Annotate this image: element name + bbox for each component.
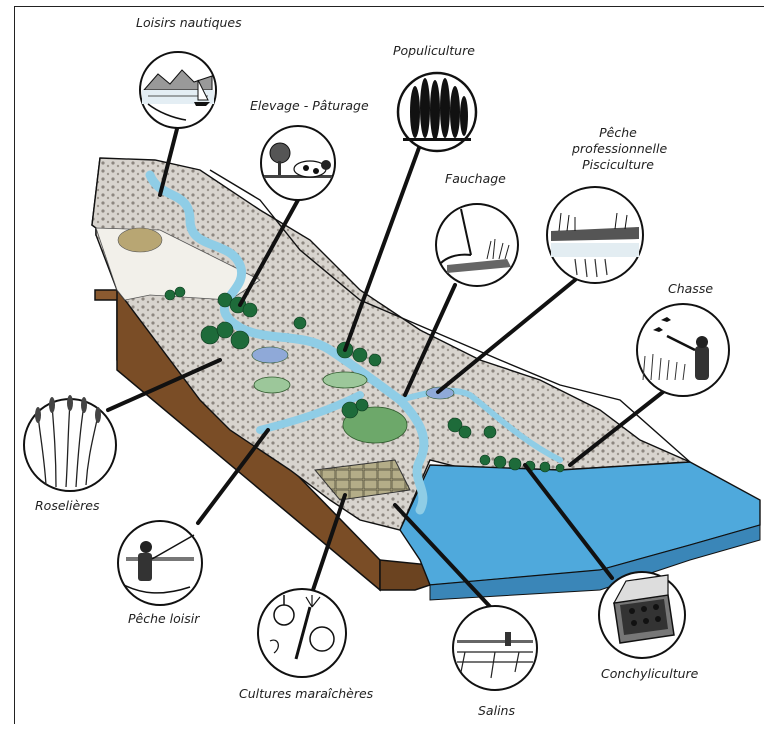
forest-clusters (164, 286, 565, 473)
poplar-trees-icon (396, 71, 478, 153)
river-channel (256, 391, 364, 434)
label-peche-loisir: Pêche loisir (128, 611, 200, 626)
vegetables-icon (257, 588, 347, 678)
label-cultures-maraicheres: Cultures maraîchères (239, 686, 374, 701)
meadow-2 (342, 406, 408, 444)
hunter-ducks-icon (636, 303, 730, 397)
label-fauchage: Fauchage (445, 171, 506, 186)
label-conchyliculture: Conchyliculture (601, 666, 699, 681)
label-chasse: Chasse (668, 281, 714, 296)
pond-1 (251, 346, 289, 364)
label-loisirs-nautiques: Loisirs nautiques (136, 15, 242, 30)
label-roselieres: Roselières (35, 498, 100, 513)
ridge-line (209, 169, 691, 463)
sea-edge (429, 524, 761, 601)
fish-pond-icon (546, 186, 644, 284)
label-peche-pro-line1: Pêche (599, 125, 637, 140)
salt-marsh-icon (452, 605, 538, 691)
leader-lines (106, 123, 670, 614)
meadow-3 (322, 371, 368, 389)
sailing-landscape-icon (139, 51, 217, 129)
label-peche-pro-line3: Pisciculture (582, 157, 654, 172)
landscape-block (91, 157, 761, 601)
figure-frame (14, 6, 764, 724)
shellfish-crate-icon (598, 571, 686, 659)
meadow-1 (117, 227, 163, 253)
cattle-icon (260, 125, 336, 201)
angler-icon (117, 520, 203, 606)
label-elevage-paturage: Elevage - Pâturage (250, 98, 369, 113)
label-peche-pro-line2: professionnelle (572, 141, 668, 156)
meadow-4 (253, 376, 291, 394)
river-branch (397, 387, 563, 463)
pond-2 (425, 386, 455, 400)
vegetable-fields (314, 459, 411, 501)
scythe-icon (435, 203, 519, 287)
reeds-icon (23, 395, 117, 492)
label-salins: Salins (478, 703, 515, 718)
label-populiculture: Populiculture (393, 43, 475, 58)
river (145, 170, 429, 515)
label-peche-professionnelle: Pêche professionnelle Pisciculture (572, 125, 668, 173)
